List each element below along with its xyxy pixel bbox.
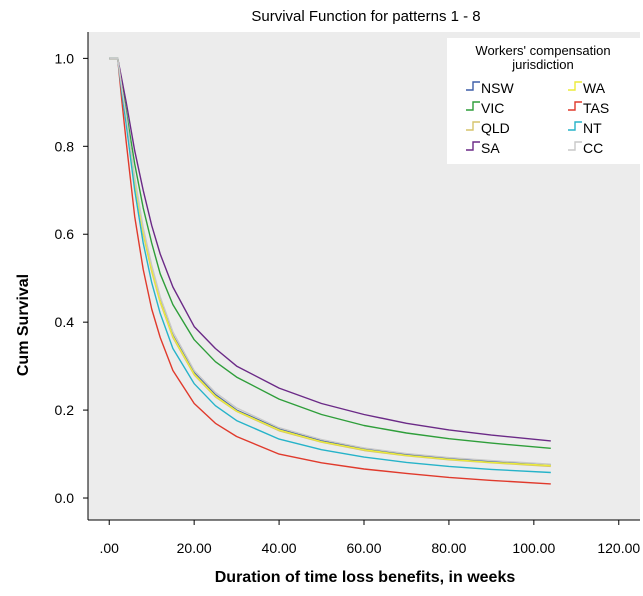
- legend: Workers' compensation jurisdiction NSW VI…: [447, 38, 640, 164]
- legend-label: CC: [583, 140, 603, 156]
- series-line-nt: [109, 57, 551, 474]
- legend-item-qld: QLD: [466, 120, 510, 136]
- legend-item-vic: VIC: [466, 100, 504, 116]
- legend-box: [447, 38, 640, 164]
- legend-title-line2: jurisdiction: [511, 57, 573, 72]
- series-line-sa: [109, 57, 551, 442]
- series-line-tas: [109, 57, 551, 485]
- legend-item-cc: CC: [568, 140, 603, 156]
- legend-label: SA: [481, 140, 500, 156]
- y-tick-label: 0.2: [55, 402, 75, 418]
- legend-swatch: [568, 101, 582, 111]
- legend-swatch: [466, 141, 480, 151]
- x-tick-label: 40.00: [262, 540, 297, 556]
- y-tick-label: 0.6: [55, 226, 75, 242]
- y-tick-label: 0.8: [55, 138, 75, 154]
- legend-label: NSW: [481, 80, 514, 96]
- legend-swatch: [466, 81, 480, 91]
- legend-item-nsw: NSW: [466, 80, 514, 96]
- legend-swatch: [568, 141, 582, 151]
- x-tick-label: 80.00: [431, 540, 466, 556]
- legend-item-nt: NT: [568, 120, 602, 136]
- y-axis-label: Cum Survival: [15, 274, 32, 376]
- legend-label: VIC: [481, 100, 504, 116]
- chart-title: Survival Function for patterns 1 - 8: [251, 8, 480, 25]
- legend-label: QLD: [481, 120, 510, 136]
- x-axis-label: Duration of time loss benefits, in weeks: [215, 569, 516, 586]
- y-tick-label: 0.0: [55, 490, 75, 506]
- legend-swatch: [466, 121, 480, 131]
- legend-label: TAS: [583, 100, 609, 116]
- legend-items: NSW VIC QLD SA WA TAS NT CC: [466, 80, 609, 156]
- legend-swatch: [568, 81, 582, 91]
- series-line-cc: [109, 57, 551, 465]
- legend-item-wa: WA: [568, 80, 606, 96]
- y-tick-label: 0.4: [55, 314, 75, 330]
- x-tick-label: 100.00: [512, 540, 555, 556]
- legend-item-tas: TAS: [568, 100, 609, 116]
- legend-label: WA: [583, 80, 606, 96]
- legend-title-line1: Workers' compensation: [475, 43, 610, 58]
- x-tick-label: 60.00: [346, 540, 381, 556]
- legend-label: NT: [583, 120, 602, 136]
- legend-swatch: [568, 121, 582, 131]
- legend-swatch: [466, 101, 480, 111]
- x-tick-label: 20.00: [177, 540, 212, 556]
- legend-item-sa: SA: [466, 140, 500, 156]
- series-layer: [109, 57, 551, 485]
- y-tick-label: 1.0: [55, 50, 75, 66]
- axes-layer: .00 20.00 40.00 60.00 80.00 100.00 120.00 0.0 0.…: [55, 32, 640, 556]
- x-tick-label: 120.00: [597, 540, 640, 556]
- x-tick-label: .00: [99, 540, 119, 556]
